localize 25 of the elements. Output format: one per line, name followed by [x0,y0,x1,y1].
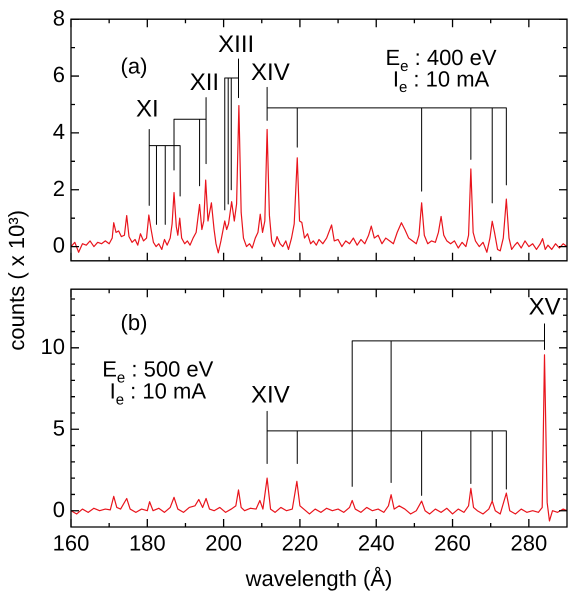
annotation: XV [528,294,561,321]
y-axis-title: counts ( x 10³) [4,210,30,350]
annotation: XII [190,69,220,96]
x-tick-label: 200 [205,530,242,556]
x-axis-title: wavelength (Å) [244,566,392,591]
x-tick-label: 160 [52,530,90,556]
annotation: XIII [218,30,254,58]
annotation: (b) [120,310,148,335]
y-tick-label: 0 [52,232,65,258]
annotation: XIV [251,381,290,408]
x-tick-label: 240 [358,530,395,556]
x-tick-label: 260 [434,530,471,556]
y-tick-label: 0 [52,496,65,522]
annotation: (a) [120,54,148,79]
y-tick-label: 6 [52,62,65,88]
y-tick-label: 10 [40,334,65,359]
y-tick-label: 5 [52,415,65,440]
x-tick-label: 280 [510,530,548,556]
y-tick-label: 2 [52,176,65,201]
x-tick-label: 180 [128,530,166,556]
y-tick-label: 4 [52,118,65,144]
annotation: XI [136,96,159,123]
y-tick-label: 8 [52,5,65,30]
annotation: XIV [251,58,290,86]
x-tick-label: 220 [282,530,318,556]
